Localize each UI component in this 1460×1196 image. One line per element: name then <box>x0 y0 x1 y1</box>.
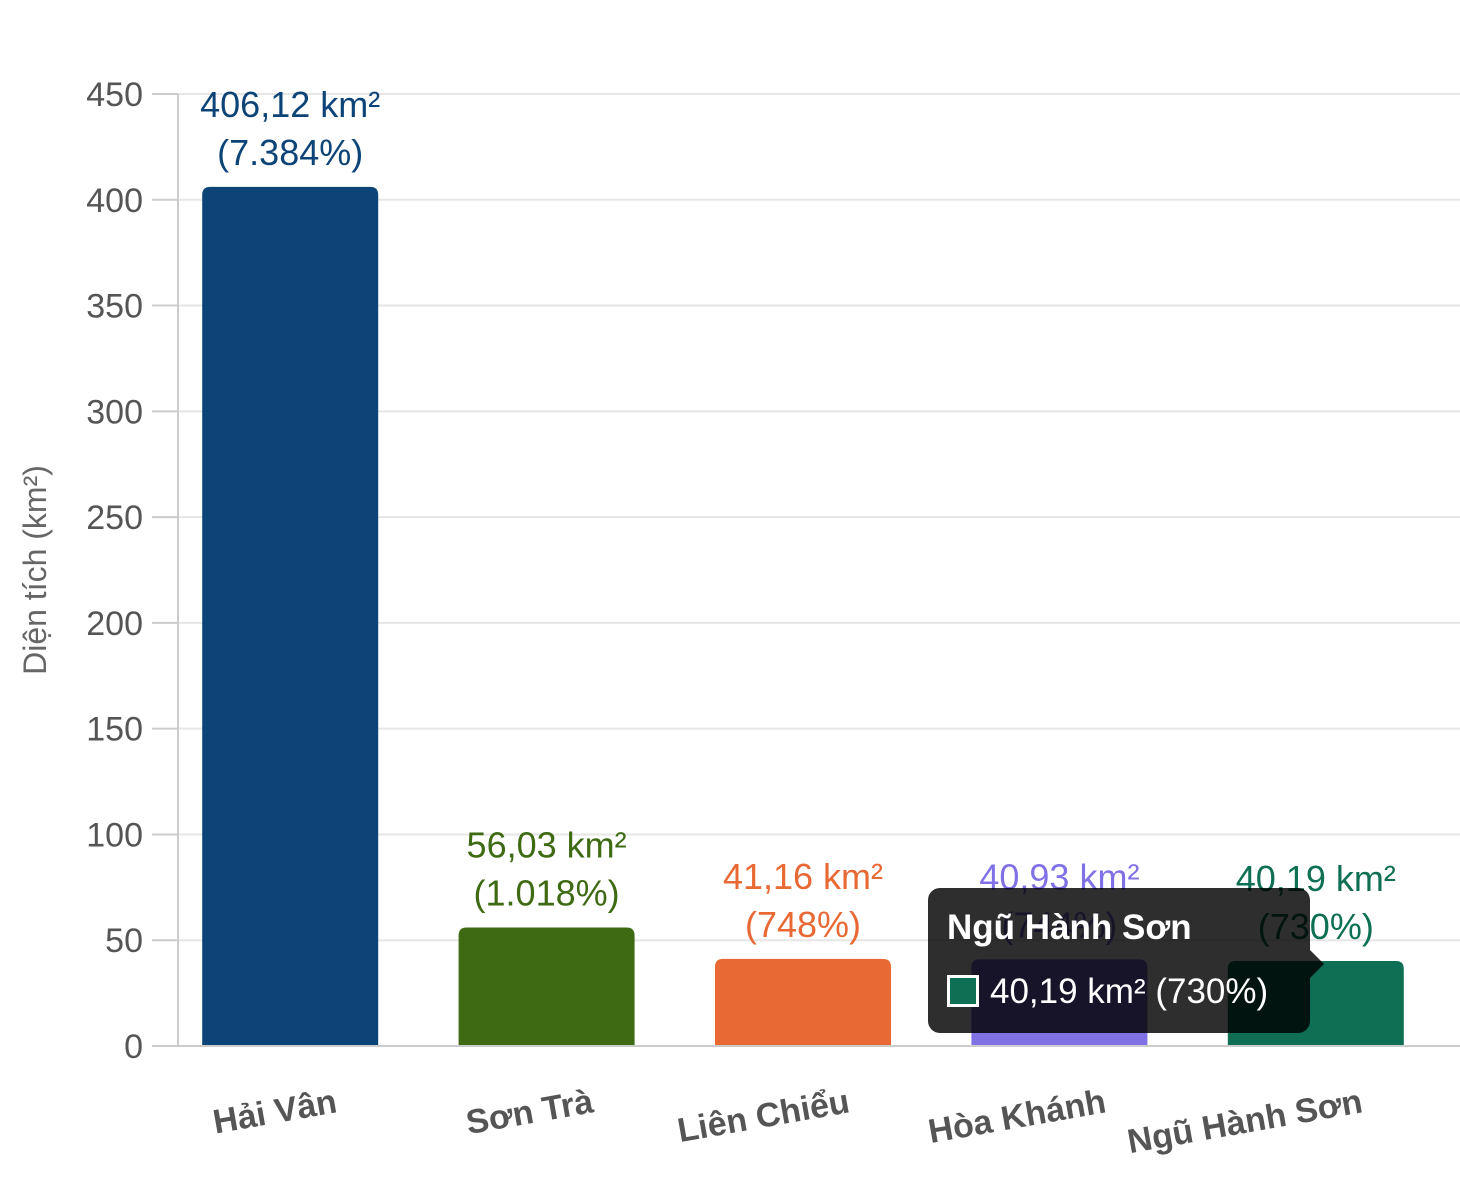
data-label-percent: (7.384%) <box>217 132 363 173</box>
y-tick-label: 300 <box>86 393 143 431</box>
tooltip-swatch <box>947 975 979 1007</box>
tooltip: Ngũ Hành Sơn 40,19 km² (730%) <box>928 888 1324 1033</box>
y-tick-label: 150 <box>86 711 143 749</box>
bar <box>202 186 379 1047</box>
y-tick-label: 350 <box>86 288 143 326</box>
x-axis-categories: Hải Vân Sơn Trà Liên Chiểu Hòa Khánh Ngũ Hàn… <box>210 1082 1365 1161</box>
data-label-percent: (1.018%) <box>474 872 620 913</box>
data-labels: 406,12 km² (7.384%) 56,03 km² (1.018%) 41,16… <box>200 84 1396 947</box>
x-category-label: Hải Vân <box>210 1082 339 1141</box>
y-tick-label: 250 <box>86 499 143 537</box>
data-label-value: 406,12 km² <box>200 84 380 125</box>
y-tick-label: 400 <box>86 182 143 220</box>
y-tick-label: 200 <box>86 605 143 643</box>
tooltip-title: Ngũ Hành Sơn <box>947 908 1192 947</box>
data-label-value: 41,16 km² <box>723 856 883 897</box>
data-label-value: 56,03 km² <box>467 824 627 865</box>
x-category-label: Ngũ Hành Sơn <box>1125 1082 1366 1161</box>
y-axis-ticks: 0 50 100 150 200 250 300 350 400 450 <box>86 76 143 1066</box>
y-tick-label: 0 <box>124 1028 143 1066</box>
x-category-label: Liên Chiểu <box>675 1082 853 1150</box>
bar <box>715 958 891 1046</box>
data-label-percent: (748%) <box>745 904 861 945</box>
x-category-label: Hòa Khánh <box>925 1082 1108 1151</box>
grid-lines <box>152 93 1460 1047</box>
y-tick-label: 50 <box>105 922 143 960</box>
y-tick-label: 100 <box>86 816 143 854</box>
y-tick-label: 450 <box>86 76 143 114</box>
y-axis-label: Diện tích (km²) <box>17 465 53 675</box>
tooltip-value: 40,19 km² (730%) <box>990 972 1269 1011</box>
bar <box>458 927 635 1046</box>
x-category-label: Sơn Trà <box>463 1082 596 1142</box>
